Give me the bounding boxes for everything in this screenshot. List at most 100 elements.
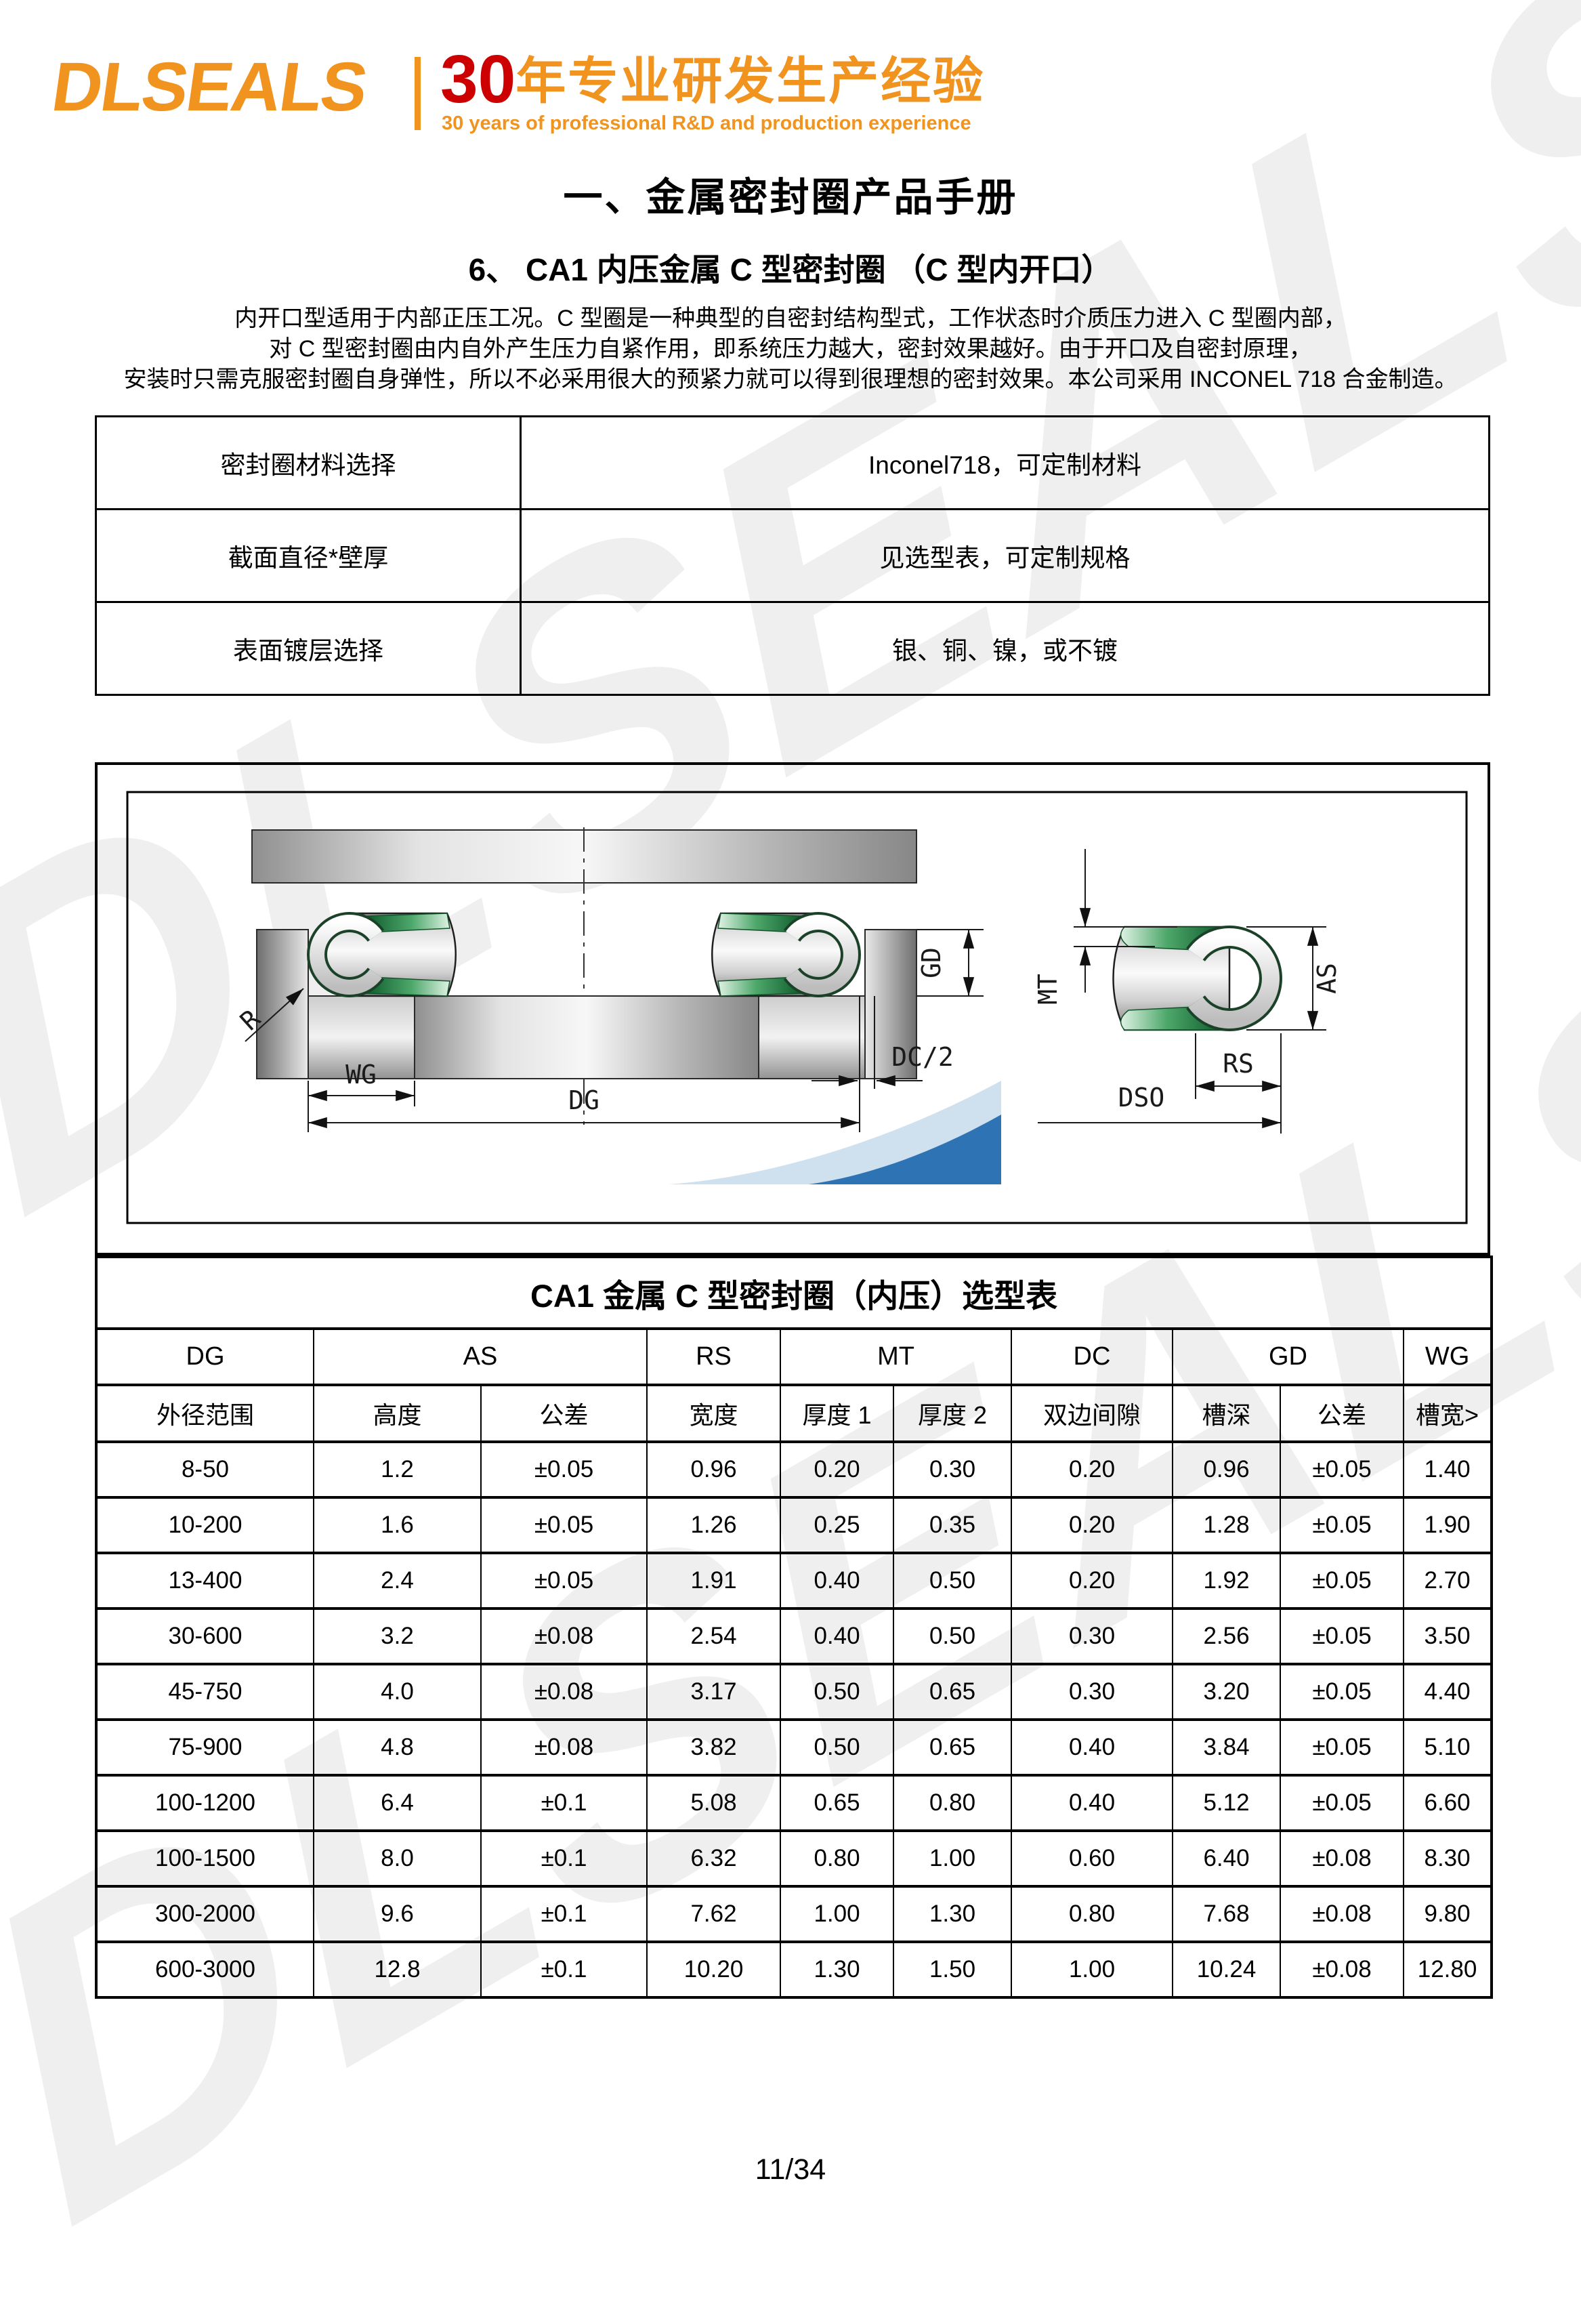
intro-line: 内开口型适用于内部正压工况。C 型圈是一种典型的自密封结构型式，工作状态时介质压… — [234, 306, 1347, 331]
table-cell: 3.84 — [1172, 1718, 1281, 1777]
tagline-en: 30 years of professional R&D and product… — [442, 112, 971, 134]
group-header: GD — [1172, 1327, 1404, 1386]
sub-header: 公差 — [480, 1384, 648, 1443]
lower-plate-boss — [414, 995, 759, 1079]
logo-divider — [415, 57, 421, 130]
table-cell: 0.40 — [780, 1607, 894, 1665]
intro-paragraph: 内开口型适用于内部正压工况。C 型圈是一种典型的自密封结构型式，工作状态时介质压… — [0, 304, 1581, 395]
dimension-mt — [1074, 849, 1177, 993]
table-row: 10-200 1.6 ±0.05 1.26 0.25 0.35 0.20 1.28 ±0.05 1… — [96, 1496, 1493, 1554]
sub-header: 厚度 2 — [893, 1384, 1012, 1443]
table-cell: 7.62 — [646, 1885, 781, 1943]
selection-table-title: CA1 金属 C 型密封圈（内压）选型表 — [95, 1256, 1493, 1330]
table-cell: 5.10 — [1402, 1718, 1493, 1777]
table-cell: ±0.05 — [1280, 1496, 1404, 1554]
table-cell: 0.65 — [893, 1718, 1012, 1777]
label-wg: WG — [345, 1060, 377, 1090]
table-cell: ±0.1 — [480, 1829, 648, 1888]
table-cell: 0.50 — [780, 1663, 894, 1721]
table-cell: 8.30 — [1402, 1829, 1493, 1888]
table-cell: 12.8 — [313, 1941, 482, 1999]
c-ring-right — [711, 912, 861, 997]
table-cell: ±0.1 — [480, 1774, 648, 1832]
table-cell: 10.20 — [646, 1941, 781, 1999]
table-cell: ±0.08 — [480, 1663, 648, 1721]
table-row: 100-1200 6.4 ±0.1 5.08 0.65 0.80 0.40 5.12 ±0.05… — [96, 1774, 1493, 1832]
table-cell: 100-1200 — [96, 1774, 314, 1832]
table-row: 300-2000 9.6 ±0.1 7.62 1.00 1.30 0.80 7.68 ±0.08… — [96, 1885, 1493, 1943]
table-cell: ±0.1 — [480, 1885, 648, 1943]
table-cell: 1.00 — [1011, 1941, 1173, 1999]
table-cell: ±0.05 — [1280, 1663, 1404, 1721]
table-cell: 1.91 — [646, 1552, 781, 1610]
sub-header: 公差 — [1280, 1384, 1404, 1443]
table-cell: 8-50 — [96, 1440, 314, 1499]
table-cell: 0.96 — [1172, 1440, 1281, 1499]
label-mt: MT — [1033, 974, 1063, 1005]
table-cell: 0.65 — [780, 1774, 894, 1832]
dimension-gd — [916, 929, 984, 997]
c-ring-left — [307, 912, 457, 997]
group-header: WG — [1402, 1327, 1493, 1386]
table-cell: ±0.05 — [480, 1440, 648, 1499]
table-group-header-row: DG AS RS MT DC GD WG — [96, 1327, 1493, 1386]
table-cell: 0.50 — [780, 1718, 894, 1777]
table-cell: 6.4 — [313, 1774, 482, 1832]
table-row: 75-900 4.8 ±0.08 3.82 0.50 0.65 0.40 3.84 ±0.05 5… — [96, 1718, 1493, 1777]
table-cell: 0.35 — [893, 1496, 1012, 1554]
info-label: 截面直径*壁厚 — [95, 508, 522, 603]
table-cell: 1.2 — [313, 1440, 482, 1499]
table-cell: 6.60 — [1402, 1774, 1493, 1832]
table-title-row: CA1 金属 C 型密封圈（内压）选型表 — [95, 1256, 1493, 1330]
table-cell: 300-2000 — [96, 1885, 314, 1943]
table-row: 截面直径*壁厚 见选型表，可定制规格 — [95, 508, 1490, 603]
dimension-dc2 — [811, 996, 923, 1132]
c-ring-detail — [1112, 926, 1282, 1031]
table-row: 600-3000 12.8 ±0.1 10.20 1.30 1.50 1.00 10.24 ±0… — [96, 1941, 1493, 1999]
sub-header: 厚度 1 — [780, 1384, 894, 1443]
table-cell: 1.30 — [893, 1885, 1012, 1943]
table-cell: 5.12 — [1172, 1774, 1281, 1832]
table-cell: 9.80 — [1402, 1885, 1493, 1943]
sub-header: 槽宽> — [1402, 1384, 1493, 1443]
table-cell: ±0.05 — [480, 1552, 648, 1610]
table-cell: 0.80 — [893, 1774, 1012, 1832]
table-cell: 0.96 — [646, 1440, 781, 1499]
intro-line: 对 C 型密封圈由内自外产生压力自紧作用，即系统压力越大，密封效果越好。由于开口… — [269, 336, 1312, 362]
tagline: 30年专业研发生产经验 — [440, 41, 985, 119]
selection-table: CA1 金属 C 型密封圈（内压）选型表 DG AS RS MT DC GD W… — [95, 1256, 1494, 1999]
table-cell: 600-3000 — [96, 1941, 314, 1999]
group-header: AS — [313, 1327, 648, 1386]
group-header: RS — [646, 1327, 781, 1386]
label-dg: DG — [568, 1085, 599, 1115]
selection-table-body: 8-50 1.2 ±0.05 0.96 0.20 0.30 0.20 0.96 ±0.05 1.4… — [96, 1440, 1493, 1999]
intro-line: 安装时只需克服密封圈自身弹性，所以不必采用很大的预紧力就可以得到很理想的密封效果… — [123, 367, 1458, 392]
logo: DLSEALS — [47, 48, 372, 125]
table-cell: 3.20 — [1172, 1663, 1281, 1721]
page-number: 11/34 — [755, 2153, 826, 2186]
table-cell: 1.30 — [780, 1941, 894, 1999]
table-cell: ±0.05 — [480, 1496, 648, 1554]
table-cell: 4.0 — [313, 1663, 482, 1721]
table-cell: 9.6 — [313, 1885, 482, 1943]
table-cell: 2.4 — [313, 1552, 482, 1610]
table-cell: 4.8 — [313, 1718, 482, 1777]
table-cell: 0.20 — [1011, 1440, 1173, 1499]
table-cell: 100-1500 — [96, 1829, 314, 1888]
table-cell: ±0.08 — [480, 1718, 648, 1777]
table-cell: 0.50 — [893, 1607, 1012, 1665]
groove-wall-right — [864, 929, 917, 1079]
technical-diagram: R WG DG DC/2 GD — [95, 762, 1490, 1256]
table-cell: 4.40 — [1402, 1663, 1493, 1721]
table-cell: 1.26 — [646, 1496, 781, 1554]
page-title: 一、金属密封圈产品手册 — [563, 175, 1018, 220]
sub-header: 外径范围 — [96, 1384, 314, 1443]
table-cell: 1.00 — [893, 1829, 1012, 1888]
table-cell: 75-900 — [96, 1718, 314, 1777]
table-cell: ±0.08 — [1280, 1829, 1404, 1888]
table-cell: 0.40 — [1011, 1718, 1173, 1777]
table-cell: 3.82 — [646, 1718, 781, 1777]
table-cell: 6.40 — [1172, 1829, 1281, 1888]
table-cell: ±0.1 — [480, 1941, 648, 1999]
table-row: 8-50 1.2 ±0.05 0.96 0.20 0.30 0.20 0.96 ±0.05 1.4… — [96, 1440, 1493, 1499]
